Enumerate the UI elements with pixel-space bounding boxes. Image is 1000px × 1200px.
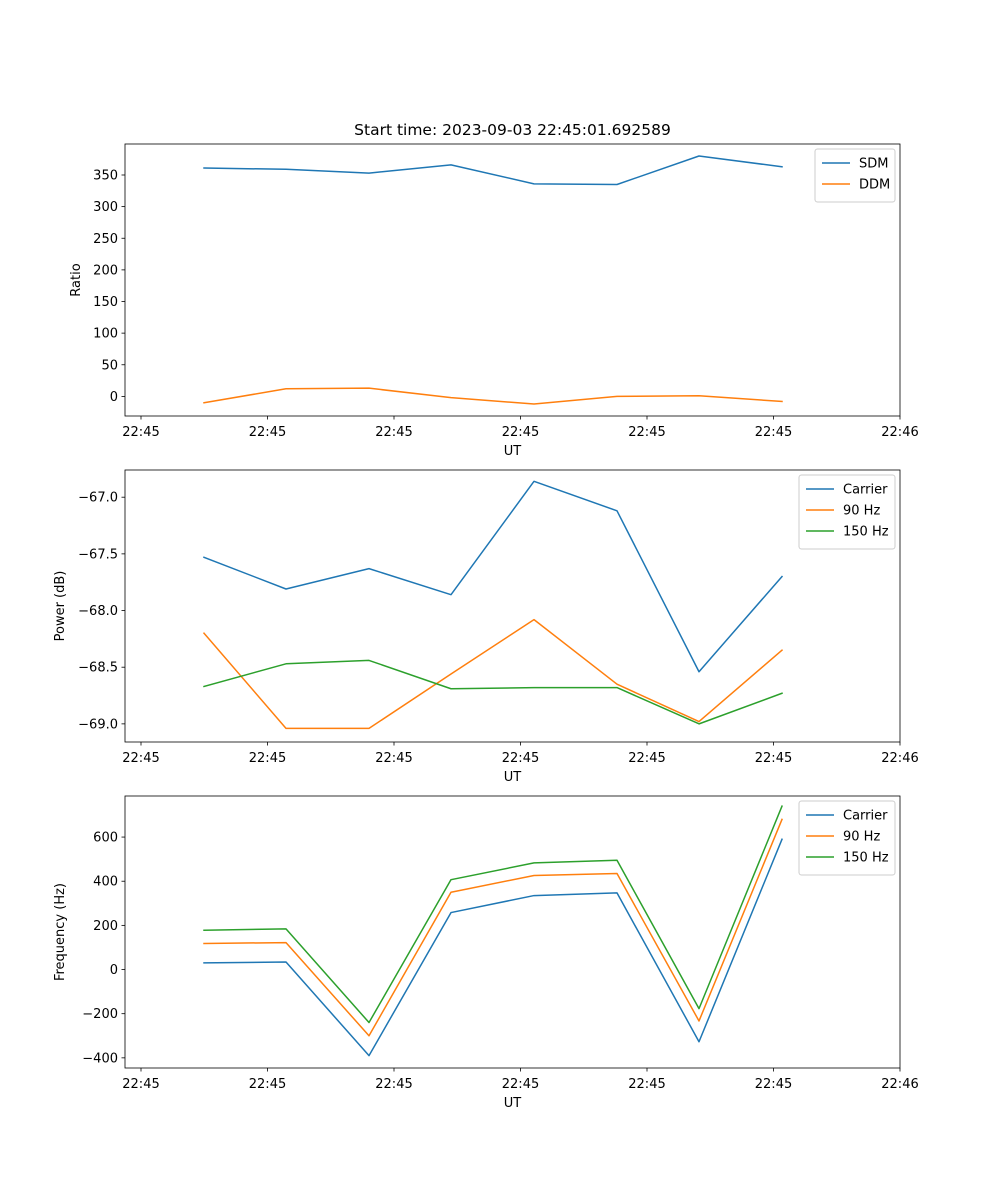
legend-label: SDM bbox=[859, 157, 888, 172]
y-tick-label: 200 bbox=[93, 263, 118, 278]
y-tick-label: 400 bbox=[93, 875, 118, 890]
series-line-carrier bbox=[203, 838, 783, 1057]
x-tick-label: 22:46 bbox=[881, 425, 918, 440]
y-axis-label: Ratio bbox=[69, 263, 84, 296]
legend-label: Carrier bbox=[843, 809, 888, 824]
x-tick-label: 22:46 bbox=[881, 751, 918, 766]
y-tick-label: −68.5 bbox=[78, 661, 118, 676]
y-axis-label: Power (dB) bbox=[53, 571, 68, 642]
x-tick-label: 22:45 bbox=[755, 1077, 792, 1092]
series-line-sdm bbox=[203, 155, 783, 186]
y-tick-label: 0 bbox=[110, 963, 118, 978]
x-tick-label: 22:45 bbox=[502, 1077, 539, 1092]
x-tick-label: 22:45 bbox=[122, 425, 159, 440]
x-tick-label: 22:45 bbox=[249, 751, 286, 766]
x-tick-label: 22:45 bbox=[628, 1077, 665, 1092]
chart-title: Start time: 2023-09-03 22:45:01.692589 bbox=[354, 121, 671, 139]
subplot-1: 0 50 100 150 200 250 300 350 22:45 22:45 22:45 22:4… bbox=[69, 121, 919, 459]
legend: SDM DDM bbox=[814, 148, 896, 203]
y-tick-label: 300 bbox=[93, 200, 118, 215]
x-axis-label: UT bbox=[504, 444, 522, 459]
y-tick-label: −68.0 bbox=[78, 604, 118, 619]
y-tick-label: 200 bbox=[93, 919, 118, 934]
legend-label: 150 Hz bbox=[843, 525, 889, 540]
series-line-carrier bbox=[203, 480, 784, 673]
y-tick-label: 600 bbox=[93, 831, 118, 846]
legend-label: Carrier bbox=[843, 483, 888, 498]
axes-frame bbox=[124, 469, 901, 743]
x-tick-label: 22:45 bbox=[502, 425, 539, 440]
axes-frame bbox=[124, 795, 901, 1069]
x-tick-label: 22:45 bbox=[249, 425, 286, 440]
legend-label: 150 Hz bbox=[843, 851, 889, 866]
y-tick-label: 150 bbox=[93, 295, 118, 310]
y-tick-label: 250 bbox=[93, 232, 118, 247]
x-tick-label: 22:45 bbox=[375, 751, 412, 766]
x-tick-label: 22:45 bbox=[502, 751, 539, 766]
legend: Carrier 90 Hz 150 Hz bbox=[798, 800, 896, 876]
series-line-90-hz bbox=[202, 618, 784, 730]
legend-label: 90 Hz bbox=[843, 504, 880, 519]
legend: Carrier 90 Hz 150 Hz bbox=[798, 474, 896, 550]
x-tick-label: 22:45 bbox=[628, 751, 665, 766]
series-line-150-hz bbox=[203, 659, 783, 725]
y-tick-label: 350 bbox=[93, 168, 118, 183]
y-tick-label: −400 bbox=[82, 1051, 118, 1066]
legend-label: DDM bbox=[859, 178, 890, 193]
subplot-2: −69.0 −68.5 −68.0 −67.5 −67.0 22:45 22:45 22:45… bbox=[53, 469, 919, 785]
subplot-3: −400 −200 0 200 400 600 22:45 22:45 22:45 22:45 22… bbox=[53, 795, 919, 1111]
y-tick-label: −67.0 bbox=[78, 491, 118, 506]
x-axis-label: UT bbox=[504, 770, 522, 785]
x-tick-label: 22:45 bbox=[628, 425, 665, 440]
y-tick-label: 100 bbox=[93, 327, 118, 342]
y-tick-label: −69.0 bbox=[78, 717, 118, 732]
series-line-150-hz bbox=[203, 805, 783, 1024]
y-tick-label: 0 bbox=[110, 390, 118, 405]
y-tick-label: −200 bbox=[82, 1007, 118, 1022]
series-line-90-hz bbox=[203, 818, 783, 1037]
x-tick-label: 22:45 bbox=[375, 1077, 412, 1092]
x-tick-label: 22:45 bbox=[122, 1077, 159, 1092]
x-tick-label: 22:45 bbox=[249, 1077, 286, 1092]
y-tick-label: −67.5 bbox=[78, 547, 118, 562]
series-line-ddm bbox=[203, 387, 783, 405]
x-tick-label: 22:45 bbox=[755, 751, 792, 766]
x-tick-label: 22:45 bbox=[122, 751, 159, 766]
x-tick-label: 22:45 bbox=[755, 425, 792, 440]
y-tick-label: 50 bbox=[101, 358, 118, 373]
axes-frame bbox=[124, 143, 901, 417]
legend-label: 90 Hz bbox=[843, 830, 880, 845]
x-axis-label: UT bbox=[504, 1096, 522, 1111]
y-axis-label: Frequency (Hz) bbox=[53, 883, 68, 981]
x-tick-label: 22:45 bbox=[375, 425, 412, 440]
x-tick-label: 22:46 bbox=[881, 1077, 918, 1092]
